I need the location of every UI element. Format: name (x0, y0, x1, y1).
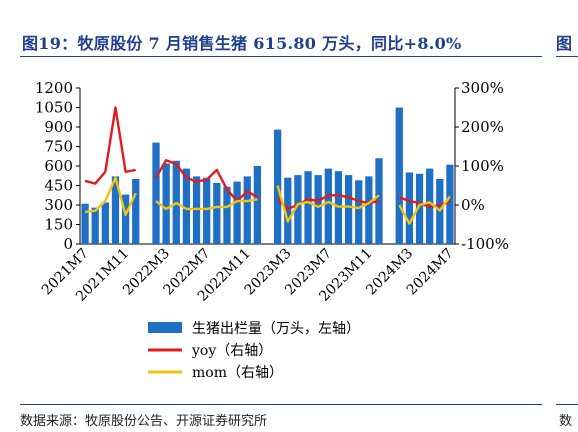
legend-label-mom: mom（右轴） (192, 365, 283, 381)
mom-line (155, 198, 258, 211)
volume-bar (314, 175, 322, 244)
volume-bar (395, 107, 403, 244)
volume-bar (223, 186, 231, 244)
left-tick-label: 450 (44, 177, 73, 195)
left-tick-label: 600 (44, 157, 73, 175)
volume-bar (152, 142, 160, 244)
volume-bar (253, 166, 262, 244)
left-tick-label: 300 (44, 196, 73, 214)
volume-bar (182, 168, 191, 244)
left-tick-label: 900 (44, 118, 73, 136)
right-tick-label: 0% (461, 196, 485, 214)
yoy-line (276, 194, 380, 211)
rate-lines (84, 106, 451, 225)
left-tick-label: 1050 (35, 99, 73, 117)
legend-label-volume: 生猪出栏量（万头，左轴） (192, 321, 360, 337)
mom-line (276, 185, 380, 223)
right-tick-label: 300% (461, 79, 504, 97)
volume-bars (81, 107, 454, 244)
volume-bar (233, 181, 241, 244)
mom-line (84, 176, 137, 217)
volume-bar (304, 171, 312, 244)
volume-bar (192, 176, 201, 244)
yoy-line (84, 106, 136, 185)
volume-bar (355, 180, 363, 244)
source-note: 数据来源：牧原股份公告、开源证券研究所 (20, 414, 268, 429)
next-figure-title-fragment: 图 (556, 34, 573, 53)
right-tick-label: 200% (461, 118, 504, 136)
source-rule-next (556, 404, 578, 405)
volume-bar (132, 179, 140, 244)
volume-bar (213, 182, 221, 244)
volume-bar (81, 203, 89, 244)
volume-bar (405, 172, 414, 244)
left-tick-label: 150 (44, 216, 73, 234)
yoy-line (154, 158, 259, 203)
right-tick-label: -100% (461, 235, 509, 253)
title-rule (20, 56, 542, 57)
volume-bar (91, 207, 99, 244)
volume-bar (101, 202, 109, 244)
title-rule-next (556, 56, 578, 57)
right-tick-label: 100% (461, 157, 504, 175)
volume-bar (324, 168, 332, 244)
left-tick-label: 1200 (35, 79, 73, 97)
volume-bar (344, 175, 353, 244)
volume-bar (121, 194, 130, 244)
chart-legend: 生猪出栏量（万头，左轴） yoy（右轴） mom（右轴） (148, 321, 360, 381)
volume-bar (111, 176, 120, 244)
volume-bar (284, 177, 292, 244)
next-source-fragment: 数 (559, 414, 573, 429)
volume-bar (415, 173, 424, 244)
volume-bar (365, 176, 373, 244)
legend-label-yoy: yoy（右轴） (191, 343, 272, 359)
volume-bar (203, 177, 211, 244)
volume-bar (243, 176, 251, 244)
left-tick-label: 0 (63, 235, 73, 253)
yoy-line (398, 196, 451, 209)
volume-bar (162, 163, 170, 244)
source-rule (20, 404, 542, 405)
figure-title: 图19：牧原股份 7 月销售生猪 615.80 万头，同比+8.0% (22, 34, 462, 53)
mom-line (398, 195, 451, 225)
left-tick-label: 750 (44, 138, 73, 156)
volume-bar (446, 164, 454, 244)
volume-bar (294, 175, 302, 244)
legend-swatch-volume (148, 322, 182, 333)
